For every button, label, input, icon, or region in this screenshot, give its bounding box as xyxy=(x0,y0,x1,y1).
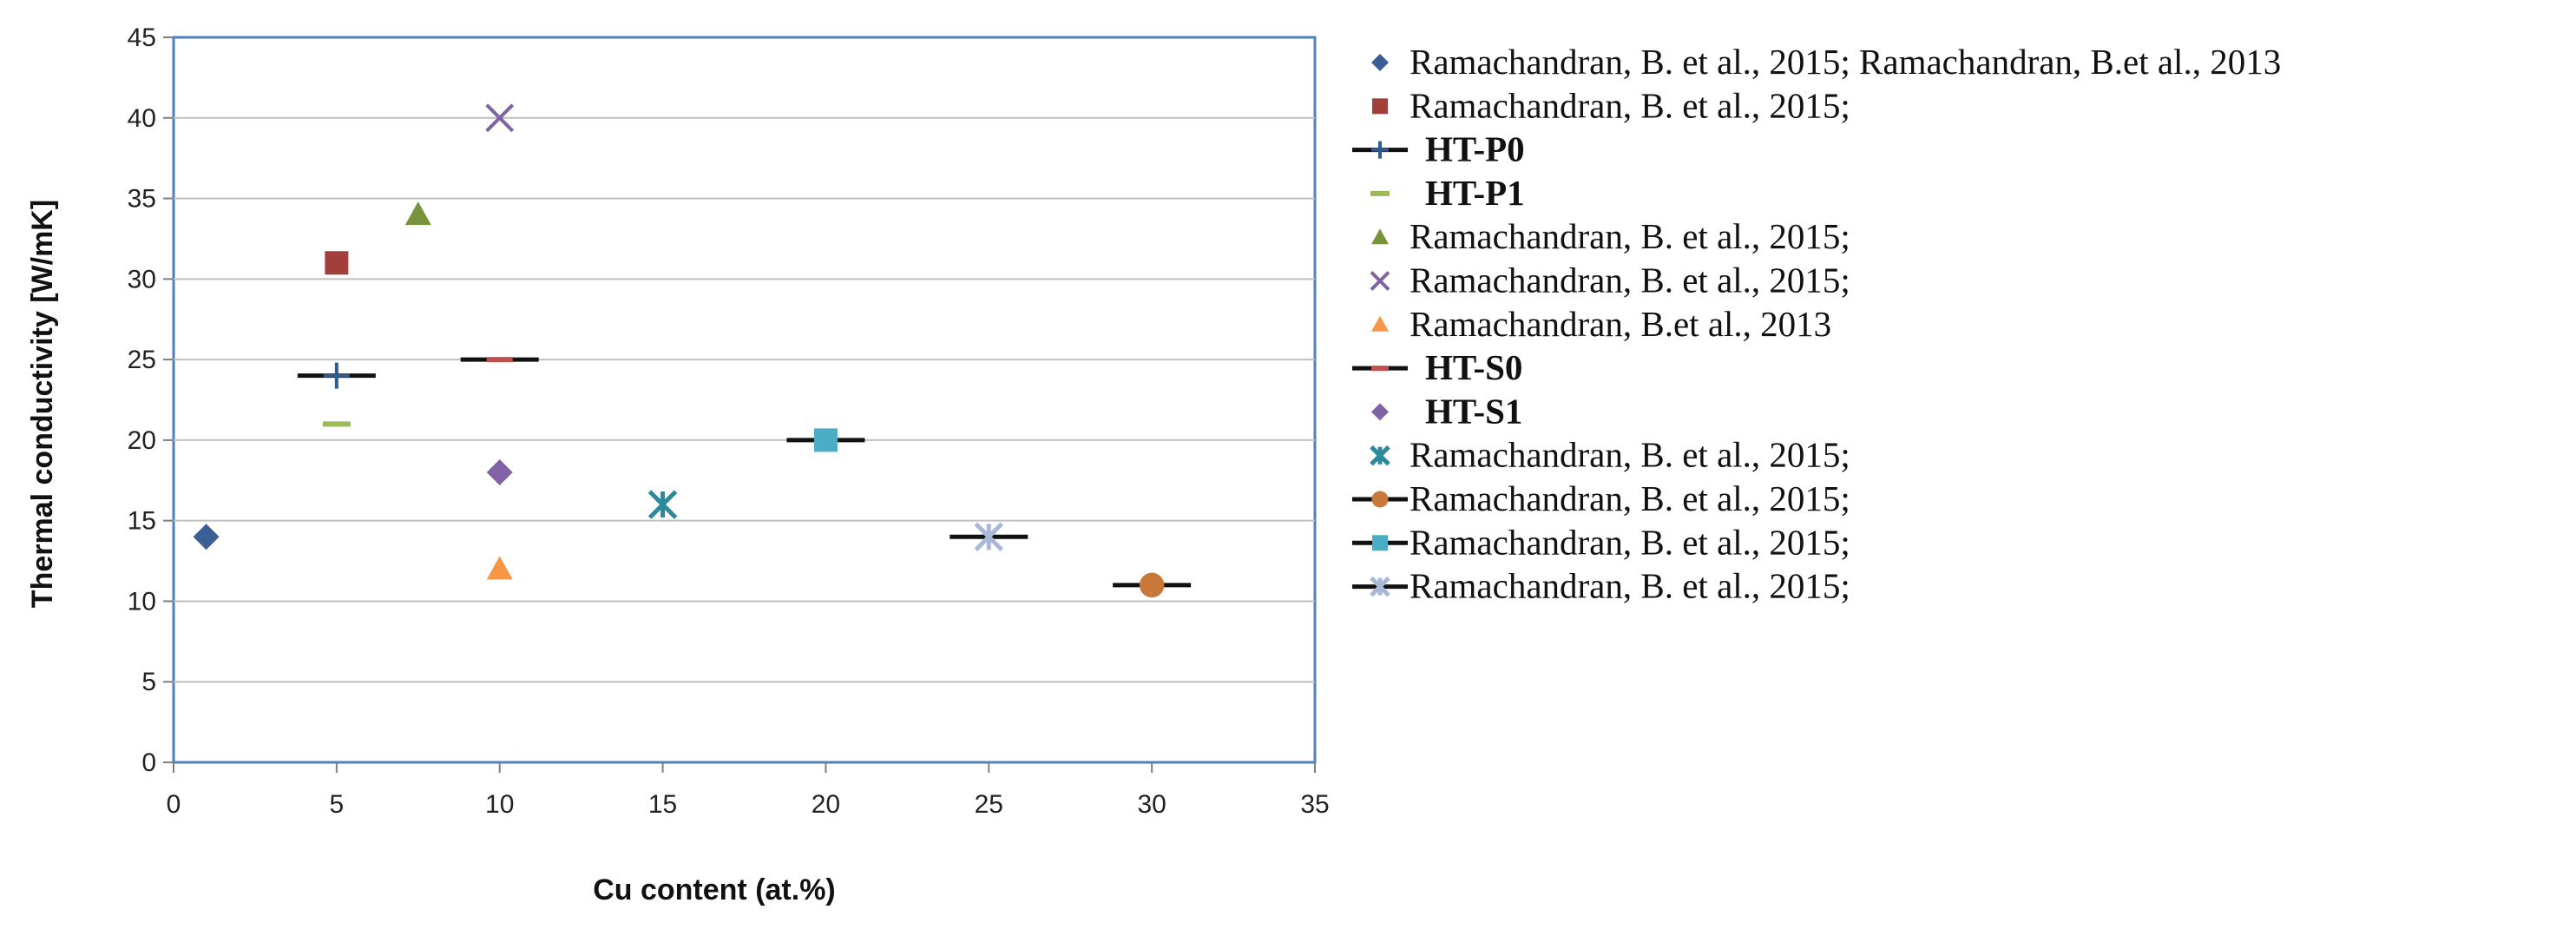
legend-item: HT-S0 xyxy=(1352,347,1522,387)
data-points xyxy=(193,103,1192,598)
legend-label: Ramachandran, B. et al., 2015; xyxy=(1410,522,1850,562)
legend-item: HT-P0 xyxy=(1352,129,1525,169)
legend-marker xyxy=(1370,576,1390,597)
legend-item: Ramachandran, B. et al., 2015; xyxy=(1370,435,1850,475)
y-tick-label: 30 xyxy=(128,265,156,293)
legend: Ramachandran, B. et al., 2015; Ramachand… xyxy=(1352,42,2281,606)
y-axis-title: Thermal conductivity [W/mK] xyxy=(26,200,59,608)
x-tick-label: 25 xyxy=(975,790,1003,819)
data-point xyxy=(486,459,513,485)
y-tick-label: 35 xyxy=(128,185,156,214)
legend-item: Ramachandran, B. et al., 2015; xyxy=(1372,85,1850,125)
legend-marker xyxy=(1372,535,1388,551)
legend-label: Ramachandran, B. et al., 2015; xyxy=(1410,566,1850,606)
legend-label: HT-P1 xyxy=(1425,173,1525,213)
y-tick-label: 20 xyxy=(128,426,156,455)
x-axis-title: Cu content (at.%) xyxy=(593,873,836,906)
x-tick-labels: 0 5 10 15 20 25 30 35 xyxy=(167,790,1330,819)
legend-item: Ramachandran, B. et al., 2015; xyxy=(1352,566,1850,606)
plot-area xyxy=(172,36,1317,764)
legend-label: HT-S0 xyxy=(1425,347,1522,387)
data-point xyxy=(323,362,350,389)
data-point xyxy=(1139,572,1165,598)
data-point xyxy=(647,490,678,519)
legend-marker xyxy=(1371,54,1389,71)
legend-item: HT-P1 xyxy=(1370,173,1525,213)
legend-label: Ramachandran, B. et al., 2015; xyxy=(1410,478,1850,518)
legend-marker xyxy=(1371,141,1389,159)
legend-marker xyxy=(1372,98,1388,115)
legend-label: Ramachandran, B. et al., 2015; xyxy=(1410,260,1850,300)
data-point xyxy=(485,103,515,133)
legend-item: Ramachandran, B. et al., 2015; xyxy=(1371,216,1850,256)
legend-label: Ramachandran, B. et al., 2015; xyxy=(1410,435,1850,475)
y-tick-label: 40 xyxy=(128,104,156,133)
x-tick-label: 20 xyxy=(812,790,840,819)
data-point xyxy=(325,251,349,275)
legend-label: Ramachandran, B. et al., 2015; xyxy=(1410,216,1850,256)
gridlines xyxy=(163,36,1316,773)
legend-label: Ramachandran, B.et al., 2013 xyxy=(1410,304,1831,344)
x-tick-label: 5 xyxy=(330,790,345,819)
x-tick-label: 35 xyxy=(1300,790,1329,819)
legend-marker xyxy=(1371,228,1389,245)
legend-marker xyxy=(1371,491,1389,508)
y-tick-label: 5 xyxy=(141,668,156,696)
x-tick-label: 30 xyxy=(1137,790,1166,819)
y-tick-label: 25 xyxy=(128,346,156,374)
data-point xyxy=(486,556,513,580)
y-tick-label: 45 xyxy=(128,23,156,52)
legend-label: Ramachandran, B. et al., 2015; Ramachand… xyxy=(1410,42,2281,82)
legend-item: Ramachandran, B.et al., 2013 xyxy=(1371,304,1831,344)
legend-label: HT-S1 xyxy=(1425,391,1522,431)
legend-item: Ramachandran, B. et al., 2015; xyxy=(1370,260,1850,300)
legend-marker xyxy=(1371,315,1389,332)
y-tick-labels: 0 5 10 15 20 25 30 35 40 45 xyxy=(128,23,156,777)
x-tick-label: 0 xyxy=(167,790,181,819)
legend-marker xyxy=(1371,403,1389,421)
y-tick-label: 0 xyxy=(141,748,156,777)
data-point xyxy=(193,524,220,550)
y-tick-label: 15 xyxy=(128,507,156,536)
x-tick-label: 10 xyxy=(485,790,514,819)
legend-item: HT-S1 xyxy=(1371,391,1522,431)
legend-marker xyxy=(1370,271,1390,291)
x-tick-label: 15 xyxy=(648,790,677,819)
legend-item: Ramachandran, B. et al., 2015; xyxy=(1352,478,1850,518)
data-point xyxy=(813,428,838,452)
legend-marker xyxy=(1370,445,1390,466)
legend-label: Ramachandran, B. et al., 2015; xyxy=(1410,85,1850,125)
data-point xyxy=(404,201,431,226)
y-tick-label: 10 xyxy=(128,587,156,616)
legend-item: Ramachandran, B. et al., 2015; xyxy=(1352,522,1850,562)
legend-item: Ramachandran, B. et al., 2015; Ramachand… xyxy=(1371,42,2281,82)
legend-label: HT-P0 xyxy=(1425,129,1525,169)
data-point xyxy=(974,522,1004,551)
